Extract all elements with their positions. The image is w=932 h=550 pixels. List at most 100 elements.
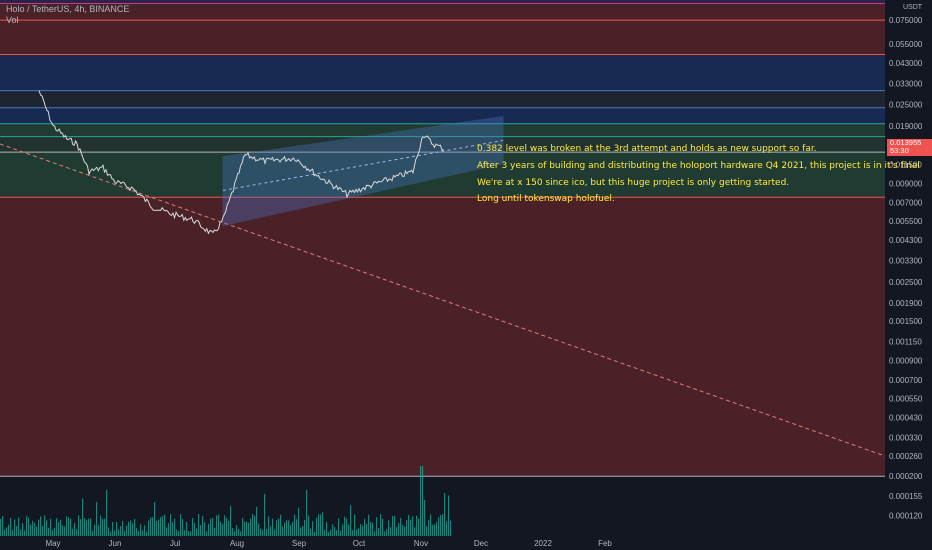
volume-bar — [260, 528, 262, 536]
volume-bar — [300, 527, 302, 536]
price-tick-label: 0.011500 — [889, 160, 922, 169]
volume-bar — [286, 520, 288, 536]
volume-bar — [162, 516, 164, 536]
volume-bar — [332, 524, 334, 536]
fib-zone — [0, 107, 885, 124]
volume-bar — [112, 521, 114, 536]
volume-bar — [370, 521, 372, 536]
volume-bar — [140, 524, 142, 536]
volume-bar — [296, 519, 298, 536]
volume-bar — [208, 523, 210, 536]
volume-bar — [416, 515, 418, 536]
volume-bar — [64, 526, 66, 536]
volume-bar — [334, 527, 336, 536]
volume-bar — [160, 516, 162, 536]
volume-bar — [16, 526, 18, 536]
volume-bar — [338, 518, 340, 536]
time-tick-label: Feb — [598, 539, 612, 548]
volume-bar — [232, 528, 234, 536]
volume-bar — [216, 515, 218, 536]
price-tick-label: 0.075000 — [889, 16, 923, 25]
volume-bar — [436, 522, 438, 536]
volume-bar — [352, 530, 354, 536]
price-tick-label: 0.000550 — [889, 394, 923, 403]
volume-bar — [378, 527, 380, 536]
volume-bar — [364, 518, 366, 536]
volume-bar — [384, 531, 386, 536]
fib-zone — [0, 90, 885, 108]
volume-bar — [164, 514, 166, 536]
time-tick-label: Jul — [170, 539, 180, 548]
volume-bar — [24, 530, 26, 536]
volume-bar — [426, 526, 428, 536]
volume-bar — [274, 529, 276, 536]
volume-bar — [388, 520, 390, 536]
volume-bar — [414, 527, 416, 536]
volume-bar — [54, 527, 56, 536]
price-channel[interactable] — [222, 116, 504, 227]
price-axis-bg — [885, 0, 932, 550]
volume-bar — [114, 530, 116, 536]
time-tick-label: Sep — [292, 539, 307, 548]
volume-indicator-label: Vol — [6, 15, 19, 25]
price-tick-label: 0.001150 — [889, 338, 922, 347]
volume-bar — [412, 516, 414, 536]
volume-bar — [58, 522, 60, 536]
volume-bars — [0, 466, 452, 536]
volume-bar — [292, 521, 294, 536]
volume-bar — [8, 524, 10, 536]
volume-bar — [380, 514, 382, 536]
price-tick-label: 0.025000 — [889, 101, 923, 110]
volume-bar — [44, 515, 46, 536]
volume-bar — [354, 514, 356, 536]
time-tick-label: Jun — [109, 539, 122, 548]
price-tick-label: 0.043000 — [889, 59, 923, 68]
volume-bar — [218, 514, 220, 536]
volume-bar — [34, 522, 36, 536]
volume-bar — [174, 518, 176, 536]
volume-bar — [394, 515, 396, 536]
volume-bar — [276, 520, 278, 536]
volume-bar — [60, 519, 62, 536]
volume-bar — [78, 515, 80, 536]
volume-bar — [298, 507, 300, 536]
volume-bar — [32, 520, 34, 536]
price-line — [38, 90, 444, 235]
volume-bar — [270, 526, 272, 536]
volume-bar — [396, 526, 398, 536]
fib-zone — [0, 54, 885, 91]
price-tick-label: 0.007000 — [889, 199, 923, 208]
volume-bar — [342, 524, 344, 536]
bar-countdown: 53:30 — [890, 146, 909, 155]
volume-bar — [448, 495, 450, 536]
volume-bar — [440, 514, 442, 536]
volume-bar — [104, 518, 106, 536]
volume-bar — [200, 525, 202, 536]
volume-bar — [178, 531, 180, 536]
time-axis[interactable]: May Jun Jul Aug Sep Oct Nov Dec 2022 Feb — [0, 536, 932, 550]
volume-bar — [424, 499, 426, 536]
volume-bar — [442, 514, 444, 536]
volume-bar — [148, 520, 150, 536]
last-price-badge: 0.013955 53:30 — [887, 139, 932, 156]
volume-bar — [244, 521, 246, 536]
volume-bar — [446, 521, 448, 536]
volume-bar — [294, 514, 296, 536]
volume-bar — [422, 466, 424, 536]
price-tick-label: 0.055000 — [889, 40, 923, 49]
trend-lines — [0, 143, 886, 457]
volume-bar — [240, 531, 242, 536]
volume-bar — [322, 512, 324, 536]
price-axis[interactable]: 0.075000 0.055000 0.043000 0.033000 0.025000… — [885, 0, 932, 550]
volume-bar — [430, 514, 432, 536]
volume-bar — [46, 520, 48, 536]
volume-bar — [402, 524, 404, 536]
price-series — [38, 90, 444, 235]
volume-bar — [432, 524, 434, 536]
channel-area — [222, 116, 504, 227]
volume-bar — [226, 517, 228, 536]
volume-bar — [86, 520, 88, 536]
volume-bar — [280, 514, 282, 536]
volume-bar — [56, 518, 58, 536]
